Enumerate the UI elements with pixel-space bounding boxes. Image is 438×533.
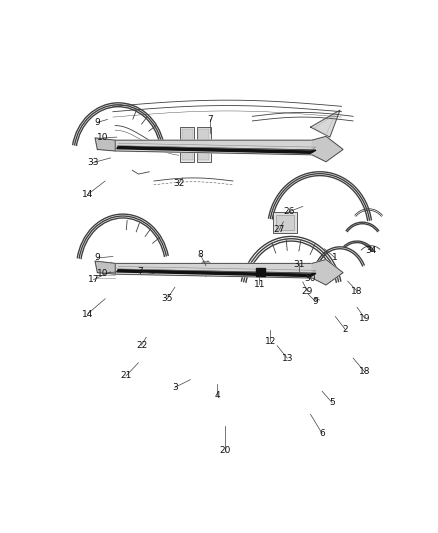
Text: 21: 21 [120, 372, 132, 381]
Text: 13: 13 [282, 353, 293, 362]
Text: 6: 6 [319, 429, 325, 438]
Text: 30: 30 [305, 273, 316, 282]
Text: 7: 7 [207, 115, 212, 124]
Text: 11: 11 [254, 280, 265, 289]
Text: 4: 4 [215, 391, 220, 400]
Bar [198, 128, 209, 160]
Text: 1: 1 [332, 254, 338, 262]
Text: 32: 32 [173, 179, 184, 188]
Text: 20: 20 [219, 446, 231, 455]
Text: 26: 26 [283, 207, 294, 216]
Polygon shape [115, 140, 329, 155]
Text: 3: 3 [172, 383, 178, 392]
Text: 9: 9 [95, 254, 100, 262]
Text: 31: 31 [293, 260, 304, 269]
Text: 14: 14 [81, 310, 93, 319]
Polygon shape [311, 110, 340, 137]
Text: 9: 9 [312, 297, 318, 305]
Text: 10: 10 [97, 133, 109, 142]
Text: 33: 33 [88, 158, 99, 167]
Polygon shape [95, 138, 115, 151]
Bar [256, 268, 265, 276]
Polygon shape [117, 270, 316, 277]
Text: 14: 14 [81, 190, 93, 199]
Text: 12: 12 [265, 337, 276, 346]
Text: 10: 10 [97, 269, 109, 278]
Text: 7: 7 [137, 268, 143, 276]
Text: 5: 5 [329, 398, 335, 407]
Text: 9: 9 [95, 118, 100, 127]
Text: 17: 17 [88, 275, 99, 284]
Polygon shape [115, 263, 329, 278]
FancyBboxPatch shape [272, 212, 297, 232]
Bar [180, 127, 194, 161]
Text: 34: 34 [365, 246, 377, 255]
Text: 35: 35 [161, 294, 173, 303]
Text: 8: 8 [198, 251, 203, 260]
Text: 29: 29 [302, 287, 313, 296]
Text: 19: 19 [359, 313, 371, 322]
Text: 27: 27 [274, 225, 285, 234]
Text: 22: 22 [136, 341, 147, 350]
Polygon shape [95, 261, 115, 274]
FancyBboxPatch shape [276, 215, 294, 230]
Text: 18: 18 [351, 287, 363, 296]
Text: 2: 2 [343, 325, 348, 334]
Bar [182, 128, 193, 160]
Polygon shape [312, 260, 343, 285]
Bar [197, 127, 211, 161]
Polygon shape [312, 136, 343, 161]
Polygon shape [117, 147, 316, 154]
Text: 18: 18 [359, 367, 371, 376]
